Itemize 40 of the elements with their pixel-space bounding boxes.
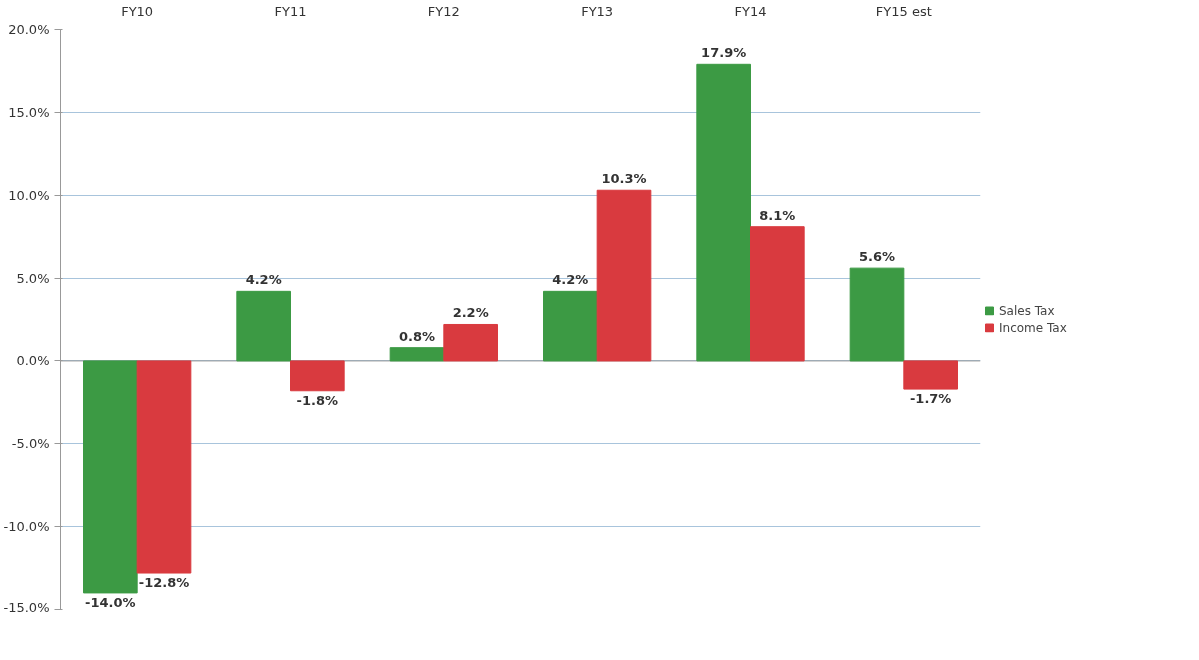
data-label: 5.6% [858,249,896,265]
y-tick-label: 20.0% [8,22,50,37]
legend-label: Income Tax [999,320,1067,335]
data-label: -1.7% [909,391,952,407]
bar [443,323,498,362]
data-label: 8.1% [759,207,796,223]
data-label: 0.8% [398,328,436,344]
bar [236,290,291,362]
bar [290,360,345,392]
x-tick-label: FY12 [427,3,460,19]
y-tick-label: -5.0% [11,436,50,452]
x-tick-label: FY11 [274,3,307,19]
x-tick-label: FY14 [734,3,767,19]
bar [389,347,445,362]
y-tick-label: 0.0% [16,353,50,369]
y-tick-label: 15.0% [8,104,50,120]
bar [83,360,138,594]
data-label: 4.2% [552,272,589,288]
legend-label: Sales Tax [999,303,1055,318]
x-tick-label: FY13 [581,3,614,19]
y-tick-label: 5.0% [16,270,50,286]
bar [849,267,905,362]
y-tick-label: -10.0% [3,519,50,535]
bar [903,360,958,390]
data-label: 2.2% [452,305,489,321]
x-tick-label: FY10 [121,3,154,19]
data-label: -14.0% [85,594,136,610]
bar [543,290,598,362]
bar [596,189,652,362]
x-tick-label: FY15 est [875,3,932,19]
bar [750,226,805,362]
bar [136,360,192,574]
data-label: -1.8% [296,392,339,408]
bar [696,63,751,362]
y-tick-label: -15.0% [3,599,50,615]
data-label: 4.2% [245,272,282,288]
data-label: -12.8% [138,575,190,591]
data-label: 10.3% [601,171,647,187]
y-tick-label: 10.0% [8,187,50,203]
data-label: 17.9% [701,45,747,61]
